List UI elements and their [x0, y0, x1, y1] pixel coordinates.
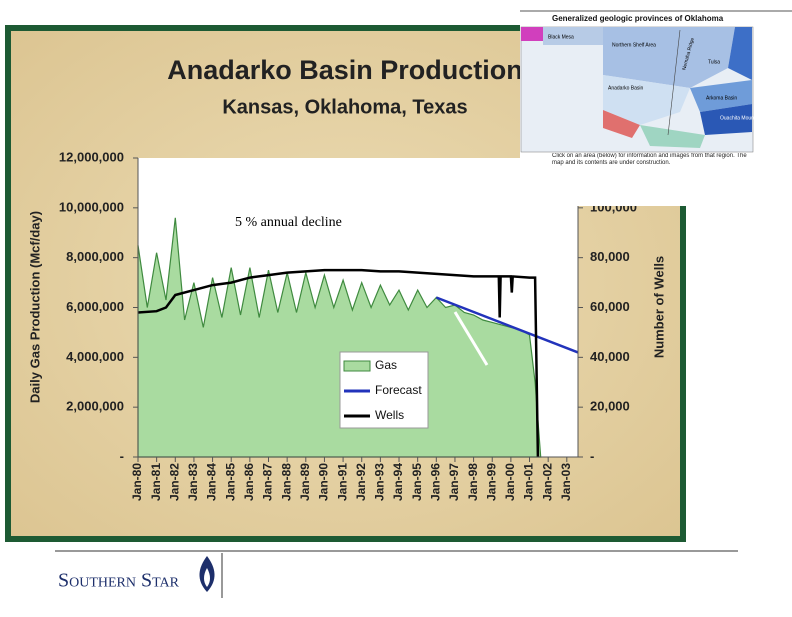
x-tick-label: Jan-88 [279, 463, 293, 501]
map-line [667, 29, 681, 136]
y2-axis-title: Number of Wells [651, 256, 666, 358]
x-tick-label: Jan-97 [447, 463, 461, 501]
x-tick-label: Jan-80 [130, 463, 144, 501]
map-region [603, 110, 640, 138]
y-axis-title: Daily Gas Production (Mcf/day) [27, 211, 42, 403]
x-tick-label: Jan-92 [354, 463, 368, 501]
map-region [521, 27, 543, 41]
x-tick-label: Jan-91 [335, 463, 349, 501]
annotation-box [230, 212, 400, 234]
map-label: Ouachita Mountains [720, 115, 765, 121]
map-label: Black Mesa [548, 34, 574, 40]
x-tick-label: Jan-94 [391, 463, 405, 501]
decline-marker [453, 311, 489, 366]
map-label: Tulsa [708, 59, 720, 65]
inset-caption-box: Click on an area (below) for information… [552, 153, 747, 166]
inset-caption: Click on an area (below) for information… [552, 153, 747, 166]
plot [133, 157, 583, 462]
chart-title: Anadarko Basin Production [167, 55, 523, 85]
x-tick-label: Jan-82 [167, 463, 181, 501]
chart-subtitle: Kansas, Oklahoma, Texas [222, 96, 467, 118]
legend-swatch [343, 360, 371, 372]
y2-tick-label: 20,000 [590, 399, 630, 414]
x-tick-label: Jan-89 [298, 463, 312, 501]
map-region [640, 125, 705, 148]
inset-title: Generalized geologic provinces of Oklaho… [552, 14, 724, 23]
map-region [603, 75, 690, 125]
y-tick-label: 6,000,000 [66, 299, 124, 314]
y-tick-label: 2,000,000 [66, 399, 124, 414]
y-tick-label: 12,000,000 [59, 149, 124, 164]
y-tick-label: - [120, 448, 124, 463]
x-tick-label: Jan-01 [522, 463, 536, 501]
x-tick-label: Jan-87 [261, 463, 275, 501]
map-label: Northern Shelf Area [612, 42, 656, 48]
x-tick-label: Jan-83 [186, 463, 200, 501]
legend-label: Gas [375, 358, 397, 372]
y2-tick-label: 40,000 [590, 349, 630, 364]
logo-text: Southern Star [58, 570, 180, 592]
x-tick-label: Jan-98 [466, 463, 480, 501]
x-tick-label: Jan-00 [503, 463, 517, 501]
map-region [690, 80, 752, 112]
legend-label: Wells [375, 408, 404, 422]
x-tick-label: Jan-03 [559, 463, 573, 501]
y2-tick-label: - [590, 448, 594, 463]
map-region [700, 104, 752, 135]
series-line [435, 296, 579, 354]
series-line [137, 268, 540, 458]
x-tick-label: Jan-95 [410, 463, 424, 501]
annotation: 5 % annual decline [235, 215, 342, 230]
gas-area [137, 217, 542, 458]
x-tick-label: Jan-86 [242, 463, 256, 501]
y2-tick-label: 80,000 [590, 249, 630, 264]
x-tick-label: Jan-85 [223, 463, 237, 501]
y-tick-label: 10,000,000 [59, 199, 124, 214]
x-tick-label: Jan-02 [540, 463, 554, 501]
x-tick-label: Jan-93 [373, 463, 387, 501]
x-tick-label: Jan-96 [428, 463, 442, 501]
logo-flame-inner [204, 568, 210, 587]
inset-map: Generalized geologic provinces of Oklaho… [520, 8, 792, 206]
map-region [543, 27, 603, 45]
legend-label: Forecast [375, 383, 422, 397]
map-region [728, 27, 752, 80]
decline-marker [430, 257, 438, 271]
x-tick-label: Jan-81 [149, 463, 163, 501]
map-label: Arkoma Basin [706, 95, 737, 101]
map-region [603, 27, 735, 88]
x-tick-label: Jan-84 [205, 463, 219, 501]
x-tick-label: Jan-90 [317, 463, 331, 501]
map-label: Anadarko Basin [608, 85, 644, 91]
legend: Gas Forecast Wells [339, 351, 429, 429]
x-tick-label: Jan-99 [484, 463, 498, 501]
y2-tick-label: 60,000 [590, 299, 630, 314]
y-tick-label: 4,000,000 [66, 349, 124, 364]
y-tick-label: 8,000,000 [66, 249, 124, 264]
